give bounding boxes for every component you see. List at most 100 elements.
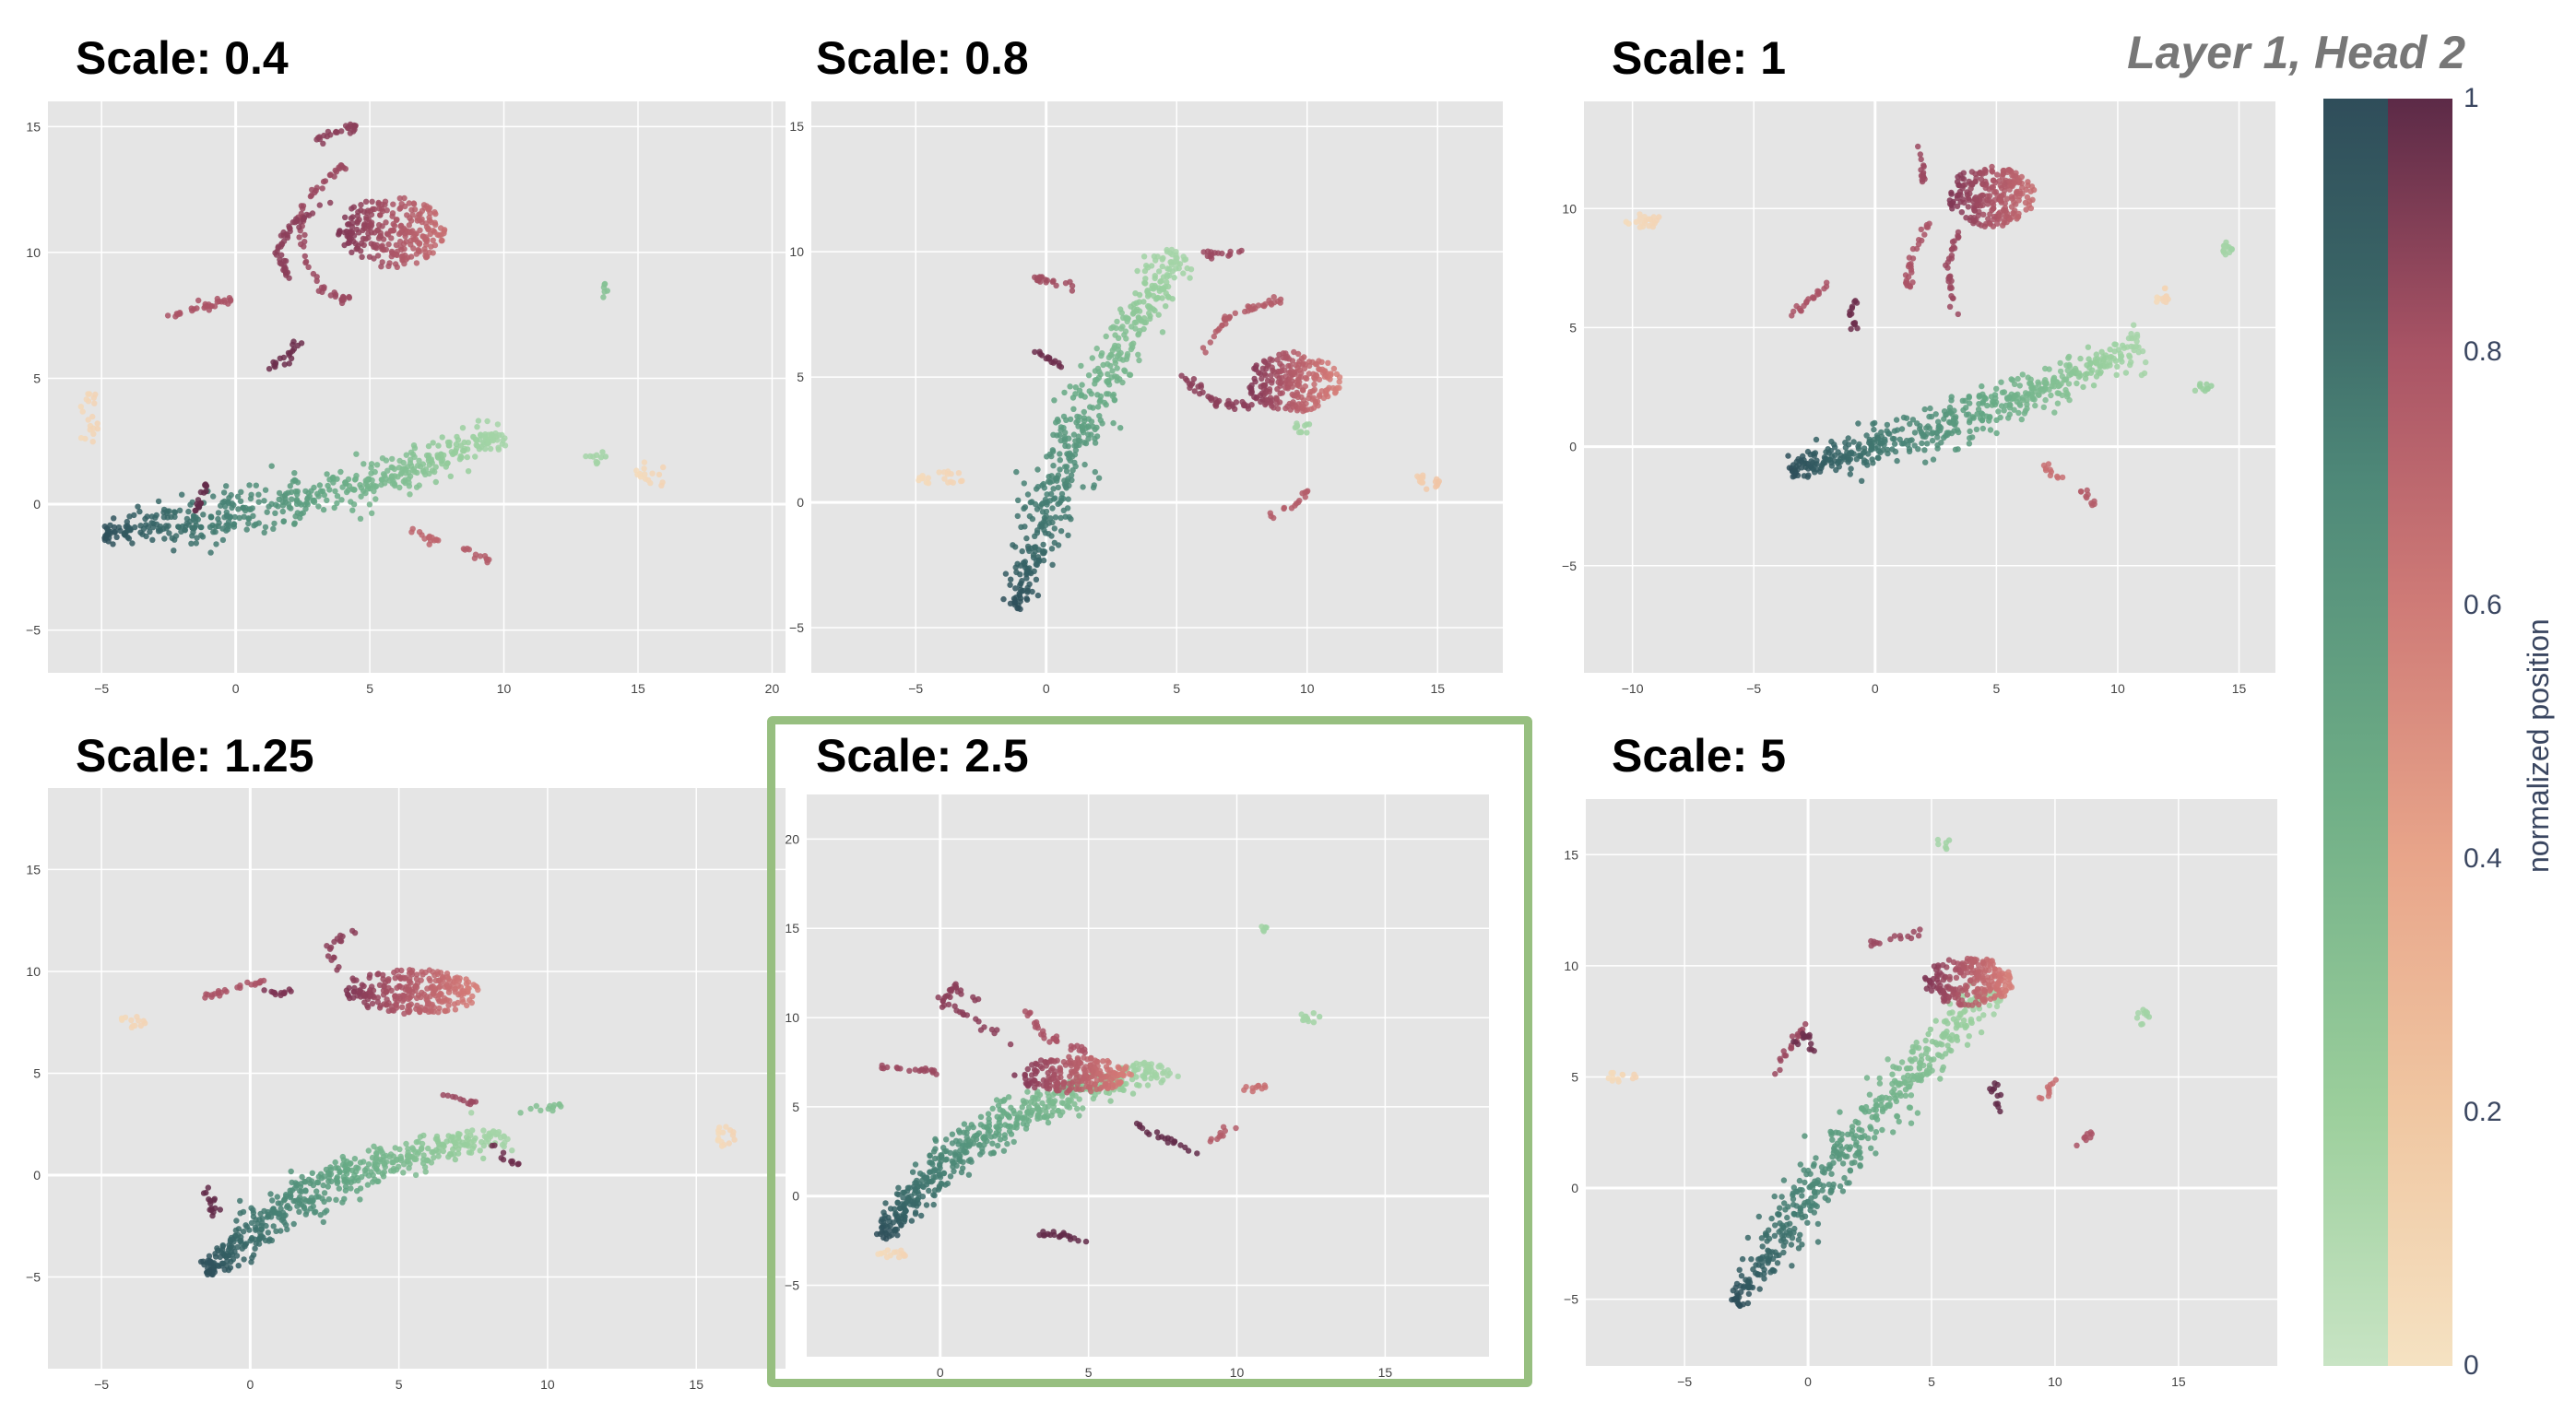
data-point: [1301, 1017, 1307, 1023]
data-point: [1140, 325, 1147, 333]
data-point: [261, 987, 267, 994]
data-point: [716, 1124, 723, 1131]
data-point: [349, 249, 355, 255]
data-point: [354, 212, 360, 219]
data-point: [415, 463, 421, 469]
data-point: [1868, 1145, 1874, 1151]
data-point: [211, 1269, 218, 1276]
data-point: [426, 462, 432, 468]
data-point: [1304, 375, 1310, 382]
data-point: [186, 518, 194, 525]
data-point: [1310, 371, 1317, 377]
data-point: [166, 530, 172, 536]
data-point: [1152, 296, 1160, 302]
data-point: [1023, 535, 1030, 542]
scatter-points: [916, 246, 1442, 613]
data-point: [1051, 397, 1058, 404]
data-point: [1281, 504, 1288, 512]
data-point: [369, 983, 375, 990]
data-point: [2028, 183, 2036, 190]
data-point: [269, 1197, 276, 1204]
data-point: [313, 187, 319, 194]
data-point: [981, 1024, 987, 1030]
data-point: [1019, 588, 1025, 594]
data-point: [1966, 1033, 1972, 1040]
data-point: [2128, 359, 2134, 366]
data-point: [2019, 371, 2026, 378]
data-point: [2112, 341, 2119, 347]
data-point: [321, 1190, 328, 1196]
data-point: [1048, 546, 1056, 552]
data-point: [1002, 571, 1010, 577]
data-point: [1919, 237, 1925, 244]
data-point: [1133, 300, 1140, 306]
data-point: [1045, 1119, 1052, 1126]
data-point: [253, 1227, 259, 1233]
data-point: [389, 455, 396, 463]
data-point: [448, 449, 455, 455]
data-point: [337, 1169, 343, 1176]
data-point: [240, 1208, 247, 1216]
data-point: [129, 540, 136, 547]
data-point: [2090, 382, 2097, 389]
data-point: [1932, 411, 1939, 418]
data-point: [1948, 202, 1955, 208]
data-point: [2128, 331, 2134, 337]
data-point: [372, 1156, 379, 1162]
data-point: [349, 507, 356, 513]
data-point: [283, 1192, 290, 1198]
data-point: [288, 988, 294, 994]
data-point: [77, 435, 85, 441]
data-point: [341, 1195, 348, 1202]
data-point: [408, 1001, 414, 1007]
data-point: [365, 1147, 372, 1154]
data-point: [1876, 1080, 1884, 1087]
y-tick-label: 0: [33, 1168, 41, 1183]
data-point: [195, 297, 202, 304]
data-point: [1970, 215, 1978, 221]
data-point: [1260, 385, 1268, 393]
data-point: [221, 297, 228, 303]
data-point: [358, 202, 364, 208]
data-point: [2228, 246, 2235, 253]
data-point: [1966, 196, 1972, 204]
data-point: [1050, 359, 1057, 366]
data-point: [401, 1010, 408, 1017]
data-point: [376, 221, 383, 229]
data-point: [369, 510, 375, 516]
data-point: [2143, 359, 2149, 366]
data-point: [968, 1159, 975, 1165]
data-point: [438, 238, 445, 244]
data-point: [1809, 460, 1816, 466]
x-tick-label: 0: [232, 681, 240, 696]
data-point: [230, 1256, 237, 1263]
data-point: [299, 1173, 305, 1181]
data-point: [2084, 487, 2090, 494]
data-point: [301, 231, 308, 239]
data-point: [1044, 1114, 1050, 1121]
data-point: [1105, 354, 1113, 361]
data-point: [197, 488, 205, 496]
data-point: [452, 989, 458, 995]
data-point: [1067, 1236, 1074, 1242]
data-point: [377, 212, 384, 218]
data-point: [1029, 1107, 1036, 1113]
data-point: [342, 479, 349, 486]
data-point: [464, 546, 470, 552]
data-point: [2087, 360, 2094, 367]
data-point: [1995, 408, 2002, 415]
data-point: [1019, 547, 1025, 555]
data-point: [424, 253, 431, 260]
data-point: [266, 366, 273, 372]
data-point: [420, 233, 427, 240]
scatter-panel: −5 0 5 10 15 −5 0 5 10 15: [784, 101, 1503, 700]
data-point: [211, 303, 219, 310]
data-point: [2008, 376, 2015, 382]
data-point: [556, 1100, 562, 1108]
data-point: [1284, 385, 1292, 392]
data-point: [898, 1247, 904, 1253]
data-point: [111, 529, 118, 535]
data-point: [1002, 1122, 1009, 1128]
